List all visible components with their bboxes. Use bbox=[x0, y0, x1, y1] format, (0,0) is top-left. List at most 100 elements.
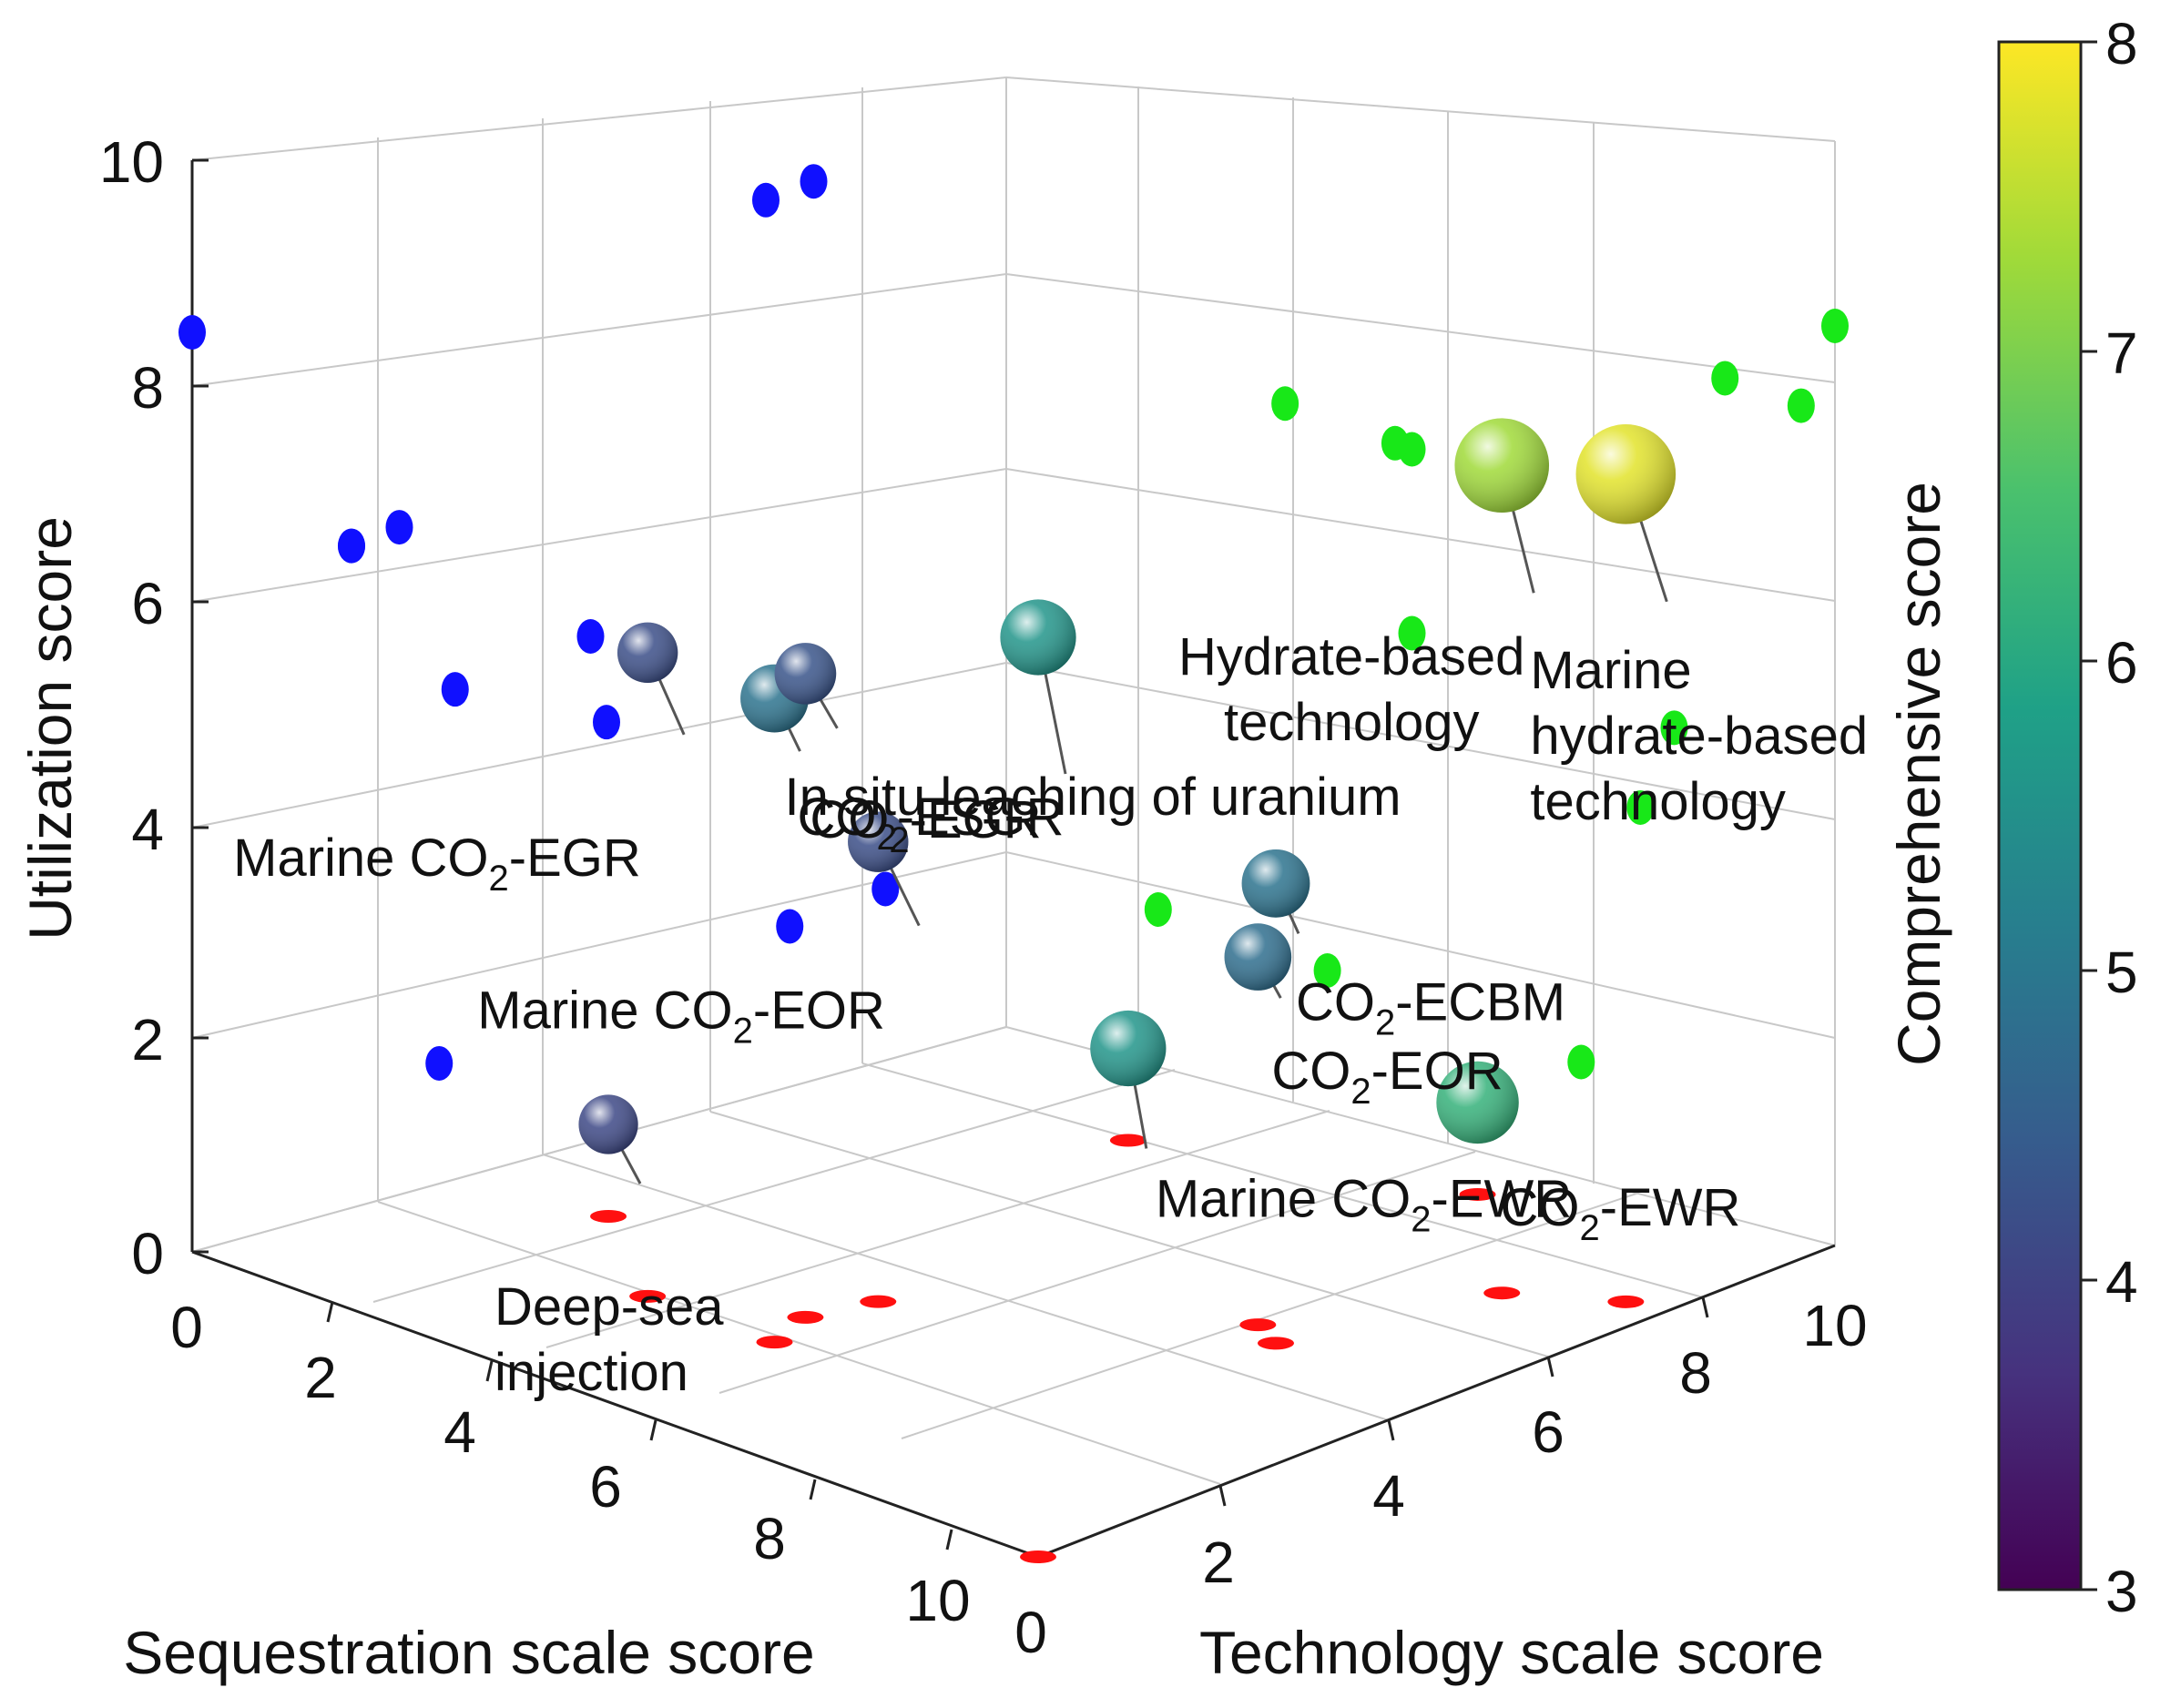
floor-projection-dot bbox=[1459, 1187, 1496, 1201]
z-tick-labels: 10 8 6 4 2 0 bbox=[99, 129, 164, 1286]
point-label: CO2-EWR bbox=[1501, 1178, 1741, 1248]
floor-projection-dot bbox=[1257, 1337, 1294, 1350]
floor-projection-dot bbox=[629, 1289, 667, 1303]
point-label: technology bbox=[1530, 772, 1786, 831]
z-tick-label: 8 bbox=[131, 355, 164, 421]
side-wall-projection-dot bbox=[1626, 789, 1655, 825]
data-bubble-highlight bbox=[1090, 1010, 1167, 1087]
floor-projections bbox=[590, 1134, 1645, 1563]
data-bubble-highlight bbox=[848, 811, 909, 872]
y-tick-label: 6 bbox=[1532, 1399, 1564, 1465]
floor-projection-dot bbox=[756, 1336, 793, 1349]
back-wall-projection-dot bbox=[752, 182, 780, 218]
data-bubbles bbox=[578, 418, 1677, 1154]
data-bubble-highlight bbox=[1241, 849, 1310, 918]
colorbar-tick-label: 3 bbox=[2105, 1559, 2138, 1624]
floor-projection-dot bbox=[1239, 1318, 1277, 1332]
side-wall-projection-dot bbox=[1660, 710, 1688, 746]
back-wall-projection-dot bbox=[338, 528, 365, 564]
x-tick-label: 10 bbox=[905, 1568, 970, 1633]
colorbar-ticks bbox=[2081, 40, 2097, 1591]
colorbar-title: Comprehensive score bbox=[1885, 482, 1952, 1066]
back-wall-projection-dot bbox=[871, 871, 900, 907]
side-wall-projections bbox=[1144, 309, 1849, 1080]
y-axis-title: Technology scale score bbox=[1199, 1619, 1824, 1686]
side-wall-projection-dot bbox=[1567, 1044, 1595, 1080]
x-tick-labels: 0 2 4 6 8 10 bbox=[170, 1295, 970, 1633]
z-tick-label: 2 bbox=[131, 1007, 164, 1073]
data-bubble-highlight bbox=[1000, 599, 1076, 676]
side-wall-projection-dot bbox=[1313, 953, 1341, 988]
floor-projection-dot bbox=[590, 1209, 627, 1223]
point-label: Marine CO2-EWR bbox=[1156, 1170, 1572, 1240]
point-label: In situ leaching of uranium bbox=[784, 768, 1401, 827]
y-tick-label: 8 bbox=[1679, 1340, 1712, 1406]
back-wall-projection-dot bbox=[385, 510, 413, 545]
y-tick-label: 0 bbox=[1014, 1600, 1047, 1665]
data-bubble-highlight bbox=[1436, 1061, 1519, 1144]
point-label: Marine CO2-EGR bbox=[233, 829, 641, 899]
z-tick-label: 6 bbox=[131, 571, 164, 636]
point-label: CO2-EGR bbox=[810, 790, 1041, 860]
back-wall-projection-dot bbox=[425, 1045, 454, 1081]
side-wall-projection-dot bbox=[1144, 892, 1172, 927]
point-label: Hydrate-based bbox=[1178, 627, 1524, 686]
grid-floor bbox=[191, 1026, 1836, 1558]
side-wall-projection-dot bbox=[1381, 425, 1409, 461]
colorbar-tick-label: 8 bbox=[2105, 11, 2138, 76]
point-labels: In situ leaching of uranium Hydrate-based… bbox=[233, 627, 1868, 1402]
x-tick-label: 6 bbox=[589, 1454, 622, 1520]
x-tick-label: 2 bbox=[304, 1345, 337, 1410]
data-bubble-highlight bbox=[774, 643, 837, 705]
z-axis-title: Utilization score bbox=[16, 516, 84, 940]
data-bubble-highlight bbox=[1454, 418, 1550, 513]
data-bubble-highlight bbox=[617, 622, 678, 684]
side-wall-projection-dot bbox=[1787, 388, 1815, 423]
floor-projection-dot bbox=[1483, 1286, 1521, 1300]
floor-projection-dot bbox=[860, 1295, 897, 1308]
back-wall-projection-dot bbox=[178, 315, 206, 350]
floor-projection-dot bbox=[1020, 1550, 1056, 1563]
colorbar-tick-label: 6 bbox=[2105, 630, 2138, 696]
floor-projection-dot bbox=[1607, 1295, 1645, 1308]
colorbar-tick-label: 7 bbox=[2105, 320, 2138, 386]
point-label: Deep-sea bbox=[494, 1277, 724, 1337]
back-wall-projection-dot bbox=[776, 909, 804, 944]
point-label: injection bbox=[494, 1343, 688, 1402]
back-wall-projection-dot bbox=[441, 672, 469, 707]
colorbar: 8 7 6 5 4 3 Comprehensive score bbox=[1885, 11, 2138, 1624]
back-wall-projection-dot bbox=[576, 619, 605, 654]
x-tick-label: 0 bbox=[170, 1295, 203, 1360]
z-tick-label: 10 bbox=[99, 129, 164, 195]
y-tick-labels: 0 2 4 6 8 10 bbox=[1014, 1293, 1867, 1665]
floor-projection-dot bbox=[1109, 1134, 1147, 1147]
floor-projection-dot bbox=[787, 1310, 824, 1324]
data-bubble-highlight bbox=[1575, 424, 1677, 524]
colorbar-tick-label: 4 bbox=[2105, 1249, 2138, 1315]
axis-ticks bbox=[192, 158, 1709, 1550]
side-wall-projection-dot bbox=[1398, 615, 1426, 651]
x-tick-label: 8 bbox=[753, 1506, 786, 1571]
point-label: CO2-ESGR bbox=[798, 788, 1065, 858]
side-wall-projection-dot bbox=[1821, 309, 1849, 343]
back-wall-projections bbox=[178, 164, 900, 1081]
point-label: Marine CO2-EOR bbox=[477, 981, 885, 1052]
x-tick-label: 4 bbox=[443, 1399, 476, 1465]
y-tick-label: 10 bbox=[1802, 1293, 1867, 1358]
point-label: CO2-ECBM bbox=[1296, 972, 1565, 1042]
side-wall-projection-dot bbox=[1711, 361, 1739, 396]
point-label: technology bbox=[1224, 693, 1480, 752]
x-axis-title: Sequestration scale score bbox=[123, 1619, 814, 1686]
data-bubble-highlight bbox=[578, 1094, 638, 1154]
colorbar-tick-label: 5 bbox=[2105, 940, 2138, 1005]
back-wall-projection-dot bbox=[593, 705, 620, 740]
point-label: Marine bbox=[1530, 641, 1691, 700]
side-wall-projection-dot bbox=[1271, 386, 1299, 422]
z-tick-label: 4 bbox=[131, 797, 164, 862]
point-label: hydrate-based bbox=[1530, 707, 1868, 766]
y-tick-label: 2 bbox=[1202, 1530, 1235, 1595]
back-wall-projection-dot bbox=[800, 164, 828, 199]
point-label: CO2-EOR bbox=[1271, 1042, 1503, 1112]
colorbar-gradient bbox=[1997, 40, 2083, 1591]
